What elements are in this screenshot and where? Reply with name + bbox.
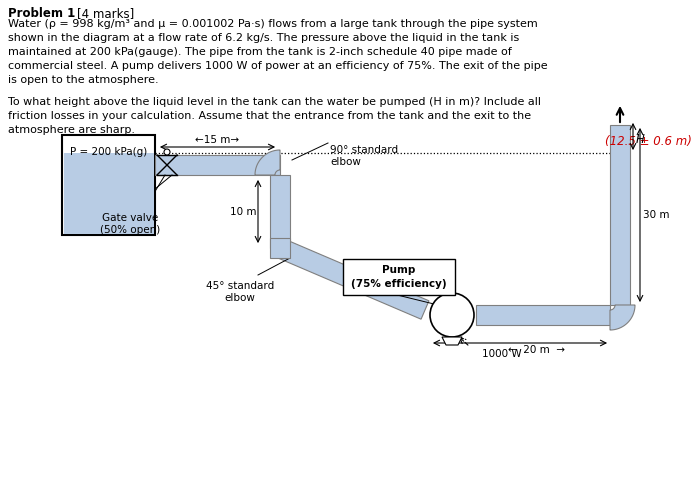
Text: 90° standard
elbow: 90° standard elbow <box>330 145 398 166</box>
Bar <box>62 135 155 235</box>
Polygon shape <box>255 150 280 175</box>
Text: ←15 m→: ←15 m→ <box>195 135 239 145</box>
Circle shape <box>430 293 474 337</box>
Text: ←  20 m  →: ← 20 m → <box>508 345 564 355</box>
Text: 10 m: 10 m <box>360 259 388 279</box>
Bar <box>270 238 290 258</box>
Text: Problem 1: Problem 1 <box>8 7 76 20</box>
Polygon shape <box>442 337 462 345</box>
Text: (12.5 ± 0.6 m): (12.5 ± 0.6 m) <box>605 135 692 148</box>
Text: Pump
(75% efficiency): Pump (75% efficiency) <box>351 265 447 289</box>
Text: [4 marks]: [4 marks] <box>62 7 134 20</box>
FancyBboxPatch shape <box>343 259 455 295</box>
Text: P = 200 kPa(g): P = 200 kPa(g) <box>70 147 147 157</box>
Polygon shape <box>276 239 429 319</box>
Bar <box>476 305 610 325</box>
Polygon shape <box>610 305 635 330</box>
Text: 1000 W: 1000 W <box>482 349 522 359</box>
Bar <box>610 125 630 305</box>
Circle shape <box>164 149 170 155</box>
Bar <box>155 155 280 175</box>
Text: 30 m: 30 m <box>643 210 669 220</box>
Text: H: H <box>636 132 645 145</box>
Bar <box>270 175 290 248</box>
Text: To what height above the liquid level in the tank can the water be pumped (H in : To what height above the liquid level in… <box>8 97 541 135</box>
Text: 45° standard
elbow: 45° standard elbow <box>206 281 274 303</box>
Text: Gate valve
(50% open): Gate valve (50% open) <box>100 213 160 234</box>
Bar <box>64 153 153 233</box>
Text: 10 m: 10 m <box>230 207 256 216</box>
Text: Water (ρ = 998 kg/m³ and μ = 0.001002 Pa·s) flows from a large tank through the : Water (ρ = 998 kg/m³ and μ = 0.001002 Pa… <box>8 19 547 85</box>
